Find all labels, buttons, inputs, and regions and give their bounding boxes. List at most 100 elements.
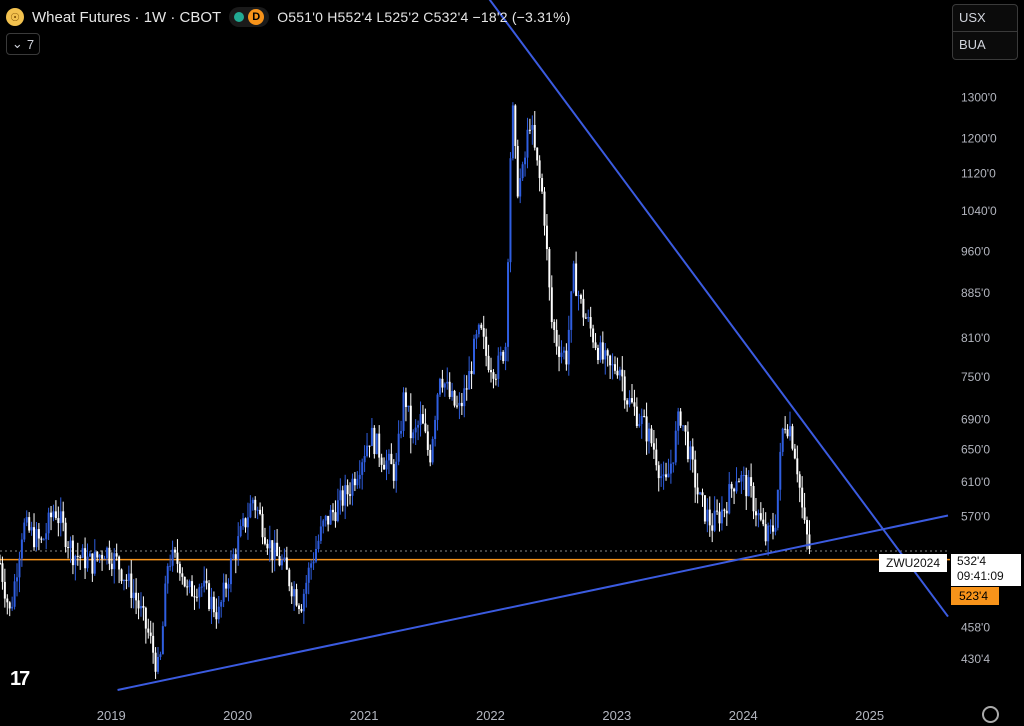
indicators-toggle-button[interactable]: ⌄ 7 bbox=[6, 33, 40, 55]
candle-body bbox=[404, 392, 407, 407]
candle-body bbox=[609, 355, 612, 366]
candle-body bbox=[157, 656, 159, 672]
candle-body bbox=[363, 456, 366, 463]
candle-body bbox=[210, 596, 213, 610]
candle-body bbox=[239, 526, 242, 537]
y-tick-label: 690'0 bbox=[961, 412, 990, 426]
candle-body bbox=[650, 428, 653, 444]
candle-body bbox=[366, 445, 369, 457]
currency-selector[interactable]: USX BUA bbox=[952, 4, 1018, 60]
ohlc-readout: O551'0 H552'4 L525'2 C532'4 −18'2 (−3.31… bbox=[277, 9, 571, 25]
candle-body bbox=[341, 490, 344, 506]
candle-body bbox=[159, 654, 162, 657]
candle-body bbox=[643, 415, 646, 417]
candle-body bbox=[801, 487, 804, 508]
candle-body bbox=[667, 473, 670, 478]
candle-body bbox=[519, 178, 522, 197]
candle-body bbox=[276, 542, 279, 557]
candles bbox=[0, 102, 811, 679]
candle-body bbox=[387, 453, 390, 461]
candle-body bbox=[278, 556, 281, 566]
candle-body bbox=[288, 569, 291, 587]
candle-body bbox=[125, 579, 128, 581]
candle-body bbox=[378, 433, 381, 458]
candle-body bbox=[604, 350, 607, 360]
y-tick-label: 650'0 bbox=[961, 443, 990, 457]
candle-body bbox=[18, 558, 21, 578]
candle-body bbox=[69, 540, 72, 548]
tradingview-logo-icon[interactable]: 17 bbox=[10, 668, 30, 690]
trendline-support[interactable] bbox=[117, 514, 949, 691]
candle-body bbox=[735, 481, 738, 492]
time-axis: 2019 2020 2021 2022 2023 2024 2025 bbox=[97, 708, 884, 723]
candle-body bbox=[747, 477, 750, 497]
candle-body bbox=[555, 329, 558, 347]
candle-body bbox=[628, 398, 631, 405]
candle-body bbox=[460, 402, 463, 407]
candle-body bbox=[701, 492, 704, 496]
candle-body bbox=[361, 462, 364, 475]
candle-body bbox=[113, 553, 116, 570]
trendline-resistance[interactable] bbox=[484, 0, 949, 618]
candle-body bbox=[421, 414, 424, 424]
candle-body bbox=[130, 573, 133, 598]
candle-body bbox=[64, 522, 67, 548]
candle-body bbox=[762, 519, 765, 525]
candle-body bbox=[682, 425, 685, 427]
candle-body bbox=[127, 573, 130, 581]
candle-body bbox=[793, 448, 796, 459]
candle-body bbox=[511, 105, 514, 159]
y-tick-label: 750'0 bbox=[961, 370, 990, 384]
candle-body bbox=[349, 494, 352, 496]
y-tick-label: 1040'0 bbox=[961, 204, 997, 218]
candle-body bbox=[660, 476, 663, 479]
candle-body bbox=[786, 429, 789, 437]
candle-body bbox=[468, 371, 471, 390]
y-tick-label: 430'4 bbox=[961, 652, 990, 666]
candle-body bbox=[648, 428, 651, 442]
candle-body bbox=[37, 529, 40, 539]
candle-body bbox=[1, 563, 4, 582]
settings-gear-icon[interactable] bbox=[982, 706, 999, 723]
candle-body bbox=[373, 427, 376, 455]
candle-body bbox=[174, 549, 177, 553]
candle-body bbox=[86, 556, 89, 569]
candle-body bbox=[487, 355, 490, 371]
candle-body bbox=[205, 580, 208, 584]
candle-body bbox=[784, 428, 787, 430]
candle-body bbox=[329, 509, 332, 525]
candle-body bbox=[562, 350, 565, 353]
candle-body bbox=[310, 563, 313, 568]
symbol-title[interactable]: Wheat Futures · 1W · CBOT bbox=[32, 8, 222, 26]
candle-body bbox=[74, 555, 77, 566]
candle-body bbox=[149, 632, 152, 636]
currency-mode[interactable]: BUA bbox=[953, 31, 1017, 58]
currency-unit[interactable]: USX bbox=[959, 10, 986, 25]
candle-body bbox=[302, 593, 305, 612]
candle-body bbox=[142, 605, 145, 608]
candle-body bbox=[256, 509, 259, 511]
candle-body bbox=[186, 586, 189, 588]
candle-body bbox=[339, 490, 342, 501]
candle-body bbox=[587, 317, 590, 319]
candle-body bbox=[497, 355, 500, 379]
candle-body bbox=[191, 581, 194, 597]
candle-body bbox=[623, 376, 626, 401]
candle-body bbox=[803, 507, 806, 520]
candle-body bbox=[212, 596, 215, 613]
candle-body bbox=[633, 402, 636, 407]
candle-body bbox=[638, 424, 641, 426]
x-tick-label: 2020 bbox=[223, 708, 252, 723]
candle-body bbox=[475, 334, 478, 339]
candle-body bbox=[200, 586, 203, 588]
candle-body bbox=[808, 534, 811, 550]
candle-body bbox=[426, 431, 429, 450]
candle-body bbox=[759, 513, 762, 520]
candle-body bbox=[504, 346, 507, 362]
y-tick-label: 1300'0 bbox=[961, 91, 997, 105]
status-pill[interactable]: D bbox=[229, 7, 270, 27]
candle-body bbox=[521, 164, 524, 179]
candle-body bbox=[686, 431, 689, 460]
candle-body bbox=[754, 511, 757, 516]
